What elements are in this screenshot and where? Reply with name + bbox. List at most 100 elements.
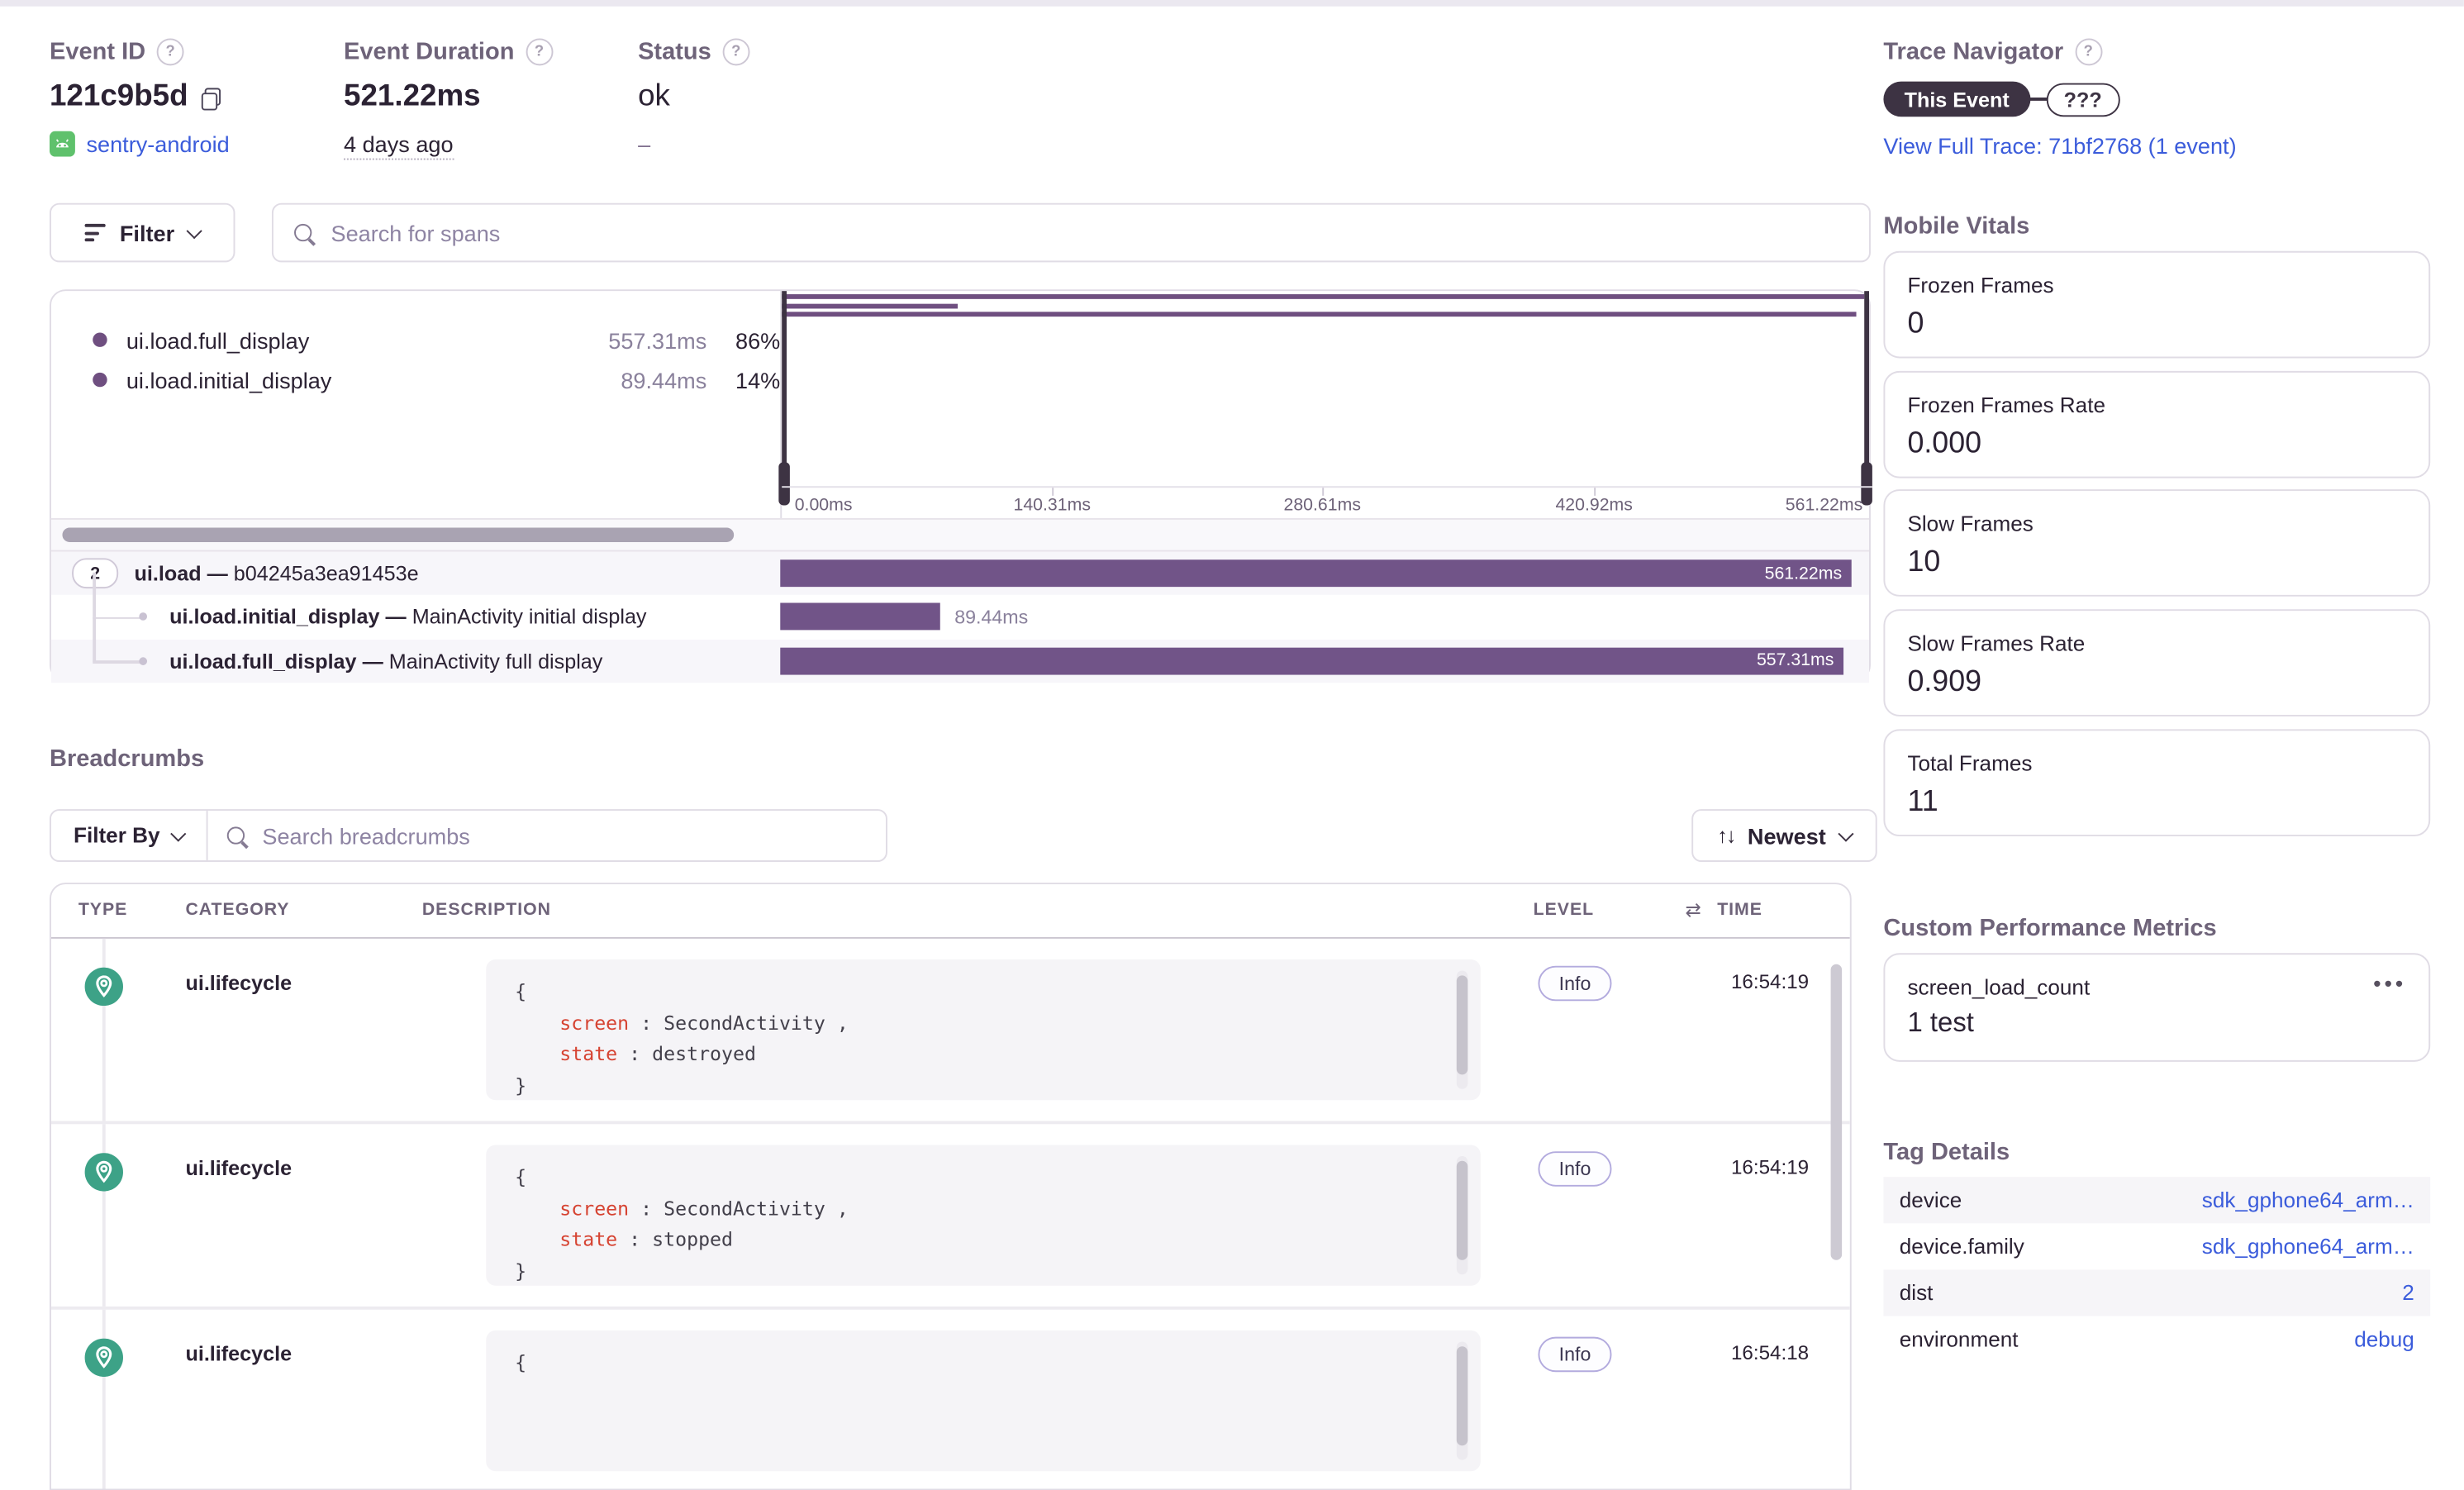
breadcrumbs-heading: Breadcrumbs bbox=[50, 745, 204, 773]
vital-value: 0.909 bbox=[1907, 664, 2406, 699]
sort-swap-icon[interactable]: ⇄ bbox=[1685, 898, 1701, 921]
code-scrollbar-thumb[interactable] bbox=[1457, 1161, 1468, 1260]
span-row-ui-load[interactable]: 2 ui.load — b04245a3ea91453e 561.22ms bbox=[51, 552, 1869, 596]
status-block: Status ? ok – bbox=[638, 38, 749, 156]
this-event-pill[interactable]: This Event bbox=[1883, 82, 2030, 117]
span-bar[interactable]: 557.31ms bbox=[780, 647, 1843, 674]
col-level: LEVEL bbox=[1534, 900, 1594, 919]
event-id-label: Event ID bbox=[50, 38, 145, 65]
help-icon[interactable]: ? bbox=[2075, 38, 2102, 65]
copy-icon[interactable] bbox=[201, 88, 216, 107]
vital-card-slow-frames-rate: Slow Frames Rate 0.909 bbox=[1883, 609, 2430, 716]
view-full-trace-link[interactable]: View Full Trace: 71bf2768 (1 event) bbox=[1883, 133, 2236, 159]
filter-by-label: Filter By bbox=[74, 824, 160, 848]
breadcrumbs-filter-by-button[interactable]: Filter By bbox=[51, 811, 208, 860]
span-duration: 557.31ms bbox=[1757, 651, 1834, 670]
help-icon[interactable]: ? bbox=[526, 38, 553, 65]
breadcrumbs-table: TYPE CATEGORY DESCRIPTION LEVEL ⇄ TIME u… bbox=[50, 883, 1852, 1490]
legend-item[interactable]: ui.load.full_display 557.31ms 86% bbox=[51, 320, 780, 359]
tag-details-table: device sdk_gphone64_arm… device.family s… bbox=[1883, 1177, 2430, 1362]
project-link[interactable]: sentry-android bbox=[86, 131, 229, 157]
breadcrumb-time: 16:54:19 bbox=[1710, 1156, 1829, 1178]
legend-scrollbar-track bbox=[51, 518, 1869, 552]
tag-key: device bbox=[1900, 1188, 2202, 1212]
legend-item[interactable]: ui.load.initial_display 89.44ms 14% bbox=[51, 359, 780, 399]
level-badge: Info bbox=[1538, 1337, 1611, 1373]
event-detail-page: Event ID ? 121c9b5d sentry-android Event… bbox=[0, 0, 2464, 1346]
breadcrumbs-toolbar: Filter By bbox=[50, 809, 887, 862]
minimap-left-handle[interactable] bbox=[782, 291, 787, 486]
tag-row: device sdk_gphone64_arm… bbox=[1883, 1177, 2430, 1223]
vital-label: Slow Frames bbox=[1907, 512, 2406, 536]
tag-value-link[interactable]: debug bbox=[2354, 1327, 2414, 1351]
vital-value: 10 bbox=[1907, 544, 2406, 579]
chevron-down-icon bbox=[170, 826, 186, 841]
span-row-initial-display[interactable]: ui.load.initial_display — MainActivity i… bbox=[51, 595, 1869, 639]
trace-navigator-label: Trace Navigator bbox=[1883, 38, 2063, 65]
breadcrumbs-search[interactable] bbox=[208, 811, 886, 860]
minimap-right-handle[interactable] bbox=[1864, 291, 1869, 486]
vital-card-slow-frames: Slow Frames 10 bbox=[1883, 489, 2430, 597]
tree-connector bbox=[93, 573, 95, 617]
vital-card-frozen-frames-rate: Frozen Frames Rate 0.000 bbox=[1883, 371, 2430, 478]
top-divider bbox=[0, 0, 2464, 7]
span-bar[interactable] bbox=[780, 603, 939, 631]
span-op: ui.load.full_display bbox=[169, 649, 356, 673]
tag-value-link[interactable]: 2 bbox=[2402, 1281, 2414, 1305]
legend-duration: 89.44ms bbox=[587, 367, 706, 393]
legend-scrollbar-thumb[interactable] bbox=[62, 528, 734, 542]
tag-value-link[interactable]: sdk_gphone64_arm… bbox=[2202, 1235, 2414, 1259]
ellipsis-menu-icon[interactable]: ••• bbox=[2373, 971, 2406, 997]
col-description: DESCRIPTION bbox=[422, 900, 551, 919]
legend-name: ui.load.initial_display bbox=[126, 367, 587, 393]
time-axis: 0.00ms 140.31ms 280.61ms 420.92ms 561.22… bbox=[782, 486, 1872, 520]
vital-value: 0.000 bbox=[1907, 426, 2406, 461]
breadcrumbs-search-input[interactable] bbox=[259, 821, 867, 850]
span-minimap[interactable] bbox=[782, 291, 1872, 486]
breadcrumb-code[interactable]: { screen : SecondActivity , state : dest… bbox=[486, 959, 1481, 1100]
event-duration-label: Event Duration bbox=[344, 38, 514, 65]
spans-filter-button[interactable]: Filter bbox=[50, 203, 235, 263]
breadcrumb-code[interactable]: { screen : SecondActivity , state : stop… bbox=[486, 1145, 1481, 1285]
tree-connector bbox=[93, 617, 140, 620]
tag-row: device.family sdk_gphone64_arm… bbox=[1883, 1223, 2430, 1269]
span-legend: ui.load.full_display 557.31ms 86% ui.loa… bbox=[51, 320, 780, 400]
code-scrollbar-thumb[interactable] bbox=[1457, 1346, 1468, 1445]
help-icon[interactable]: ? bbox=[157, 38, 184, 65]
axis-tick: 561.22ms bbox=[1786, 496, 1862, 515]
status-sub: – bbox=[638, 131, 749, 157]
vital-card-total-frames: Total Frames 11 bbox=[1883, 729, 2430, 836]
tag-value-link[interactable]: sdk_gphone64_arm… bbox=[2202, 1188, 2414, 1212]
code-scrollbar-thumb[interactable] bbox=[1457, 975, 1468, 1074]
breadcrumb-category: ui.lifecycle bbox=[185, 971, 292, 995]
span-desc: b04245a3ea91453e bbox=[234, 561, 419, 585]
span-op: ui.load bbox=[135, 561, 202, 585]
spans-search[interactable] bbox=[272, 203, 1871, 263]
legend-percent: 86% bbox=[706, 327, 780, 353]
col-type: TYPE bbox=[78, 900, 127, 919]
tree-connector-dot bbox=[139, 613, 147, 621]
type-timeline bbox=[102, 1124, 105, 1307]
event-duration-value: 521.22ms bbox=[344, 80, 481, 116]
breadcrumbs-scrollbar-thumb[interactable] bbox=[1831, 964, 1843, 1260]
navigation-pin-icon bbox=[85, 1153, 123, 1191]
help-icon[interactable]: ? bbox=[722, 38, 749, 65]
span-desc: MainActivity full display bbox=[389, 649, 603, 673]
custom-metric-card: screen_load_count ••• 1 test bbox=[1883, 953, 2430, 1062]
span-row-full-display[interactable]: ui.load.full_display — MainActivity full… bbox=[51, 639, 1869, 683]
trace-navigator: Trace Navigator ? This Event ??? View Fu… bbox=[1883, 38, 2236, 161]
tree-connector-dot bbox=[139, 657, 147, 665]
event-duration-block: Event Duration ? 521.22ms 4 days ago bbox=[344, 38, 553, 159]
spans-search-input[interactable] bbox=[328, 218, 1848, 247]
span-bar[interactable]: 561.22ms bbox=[780, 560, 1851, 588]
navigation-pin-icon bbox=[85, 968, 123, 1006]
minimap-span-bar bbox=[782, 303, 958, 308]
chevron-down-icon bbox=[1838, 826, 1853, 841]
span-color-dot bbox=[93, 332, 107, 346]
unknown-trace-pill[interactable]: ??? bbox=[2046, 83, 2119, 117]
breadcrumb-code[interactable]: { bbox=[486, 1331, 1481, 1471]
breadcrumbs-sort-button[interactable]: ↑↓ Newest bbox=[1691, 809, 1877, 862]
event-age[interactable]: 4 days ago bbox=[344, 131, 454, 160]
status-value: ok bbox=[638, 80, 670, 116]
spans-filter-label: Filter bbox=[120, 220, 174, 245]
